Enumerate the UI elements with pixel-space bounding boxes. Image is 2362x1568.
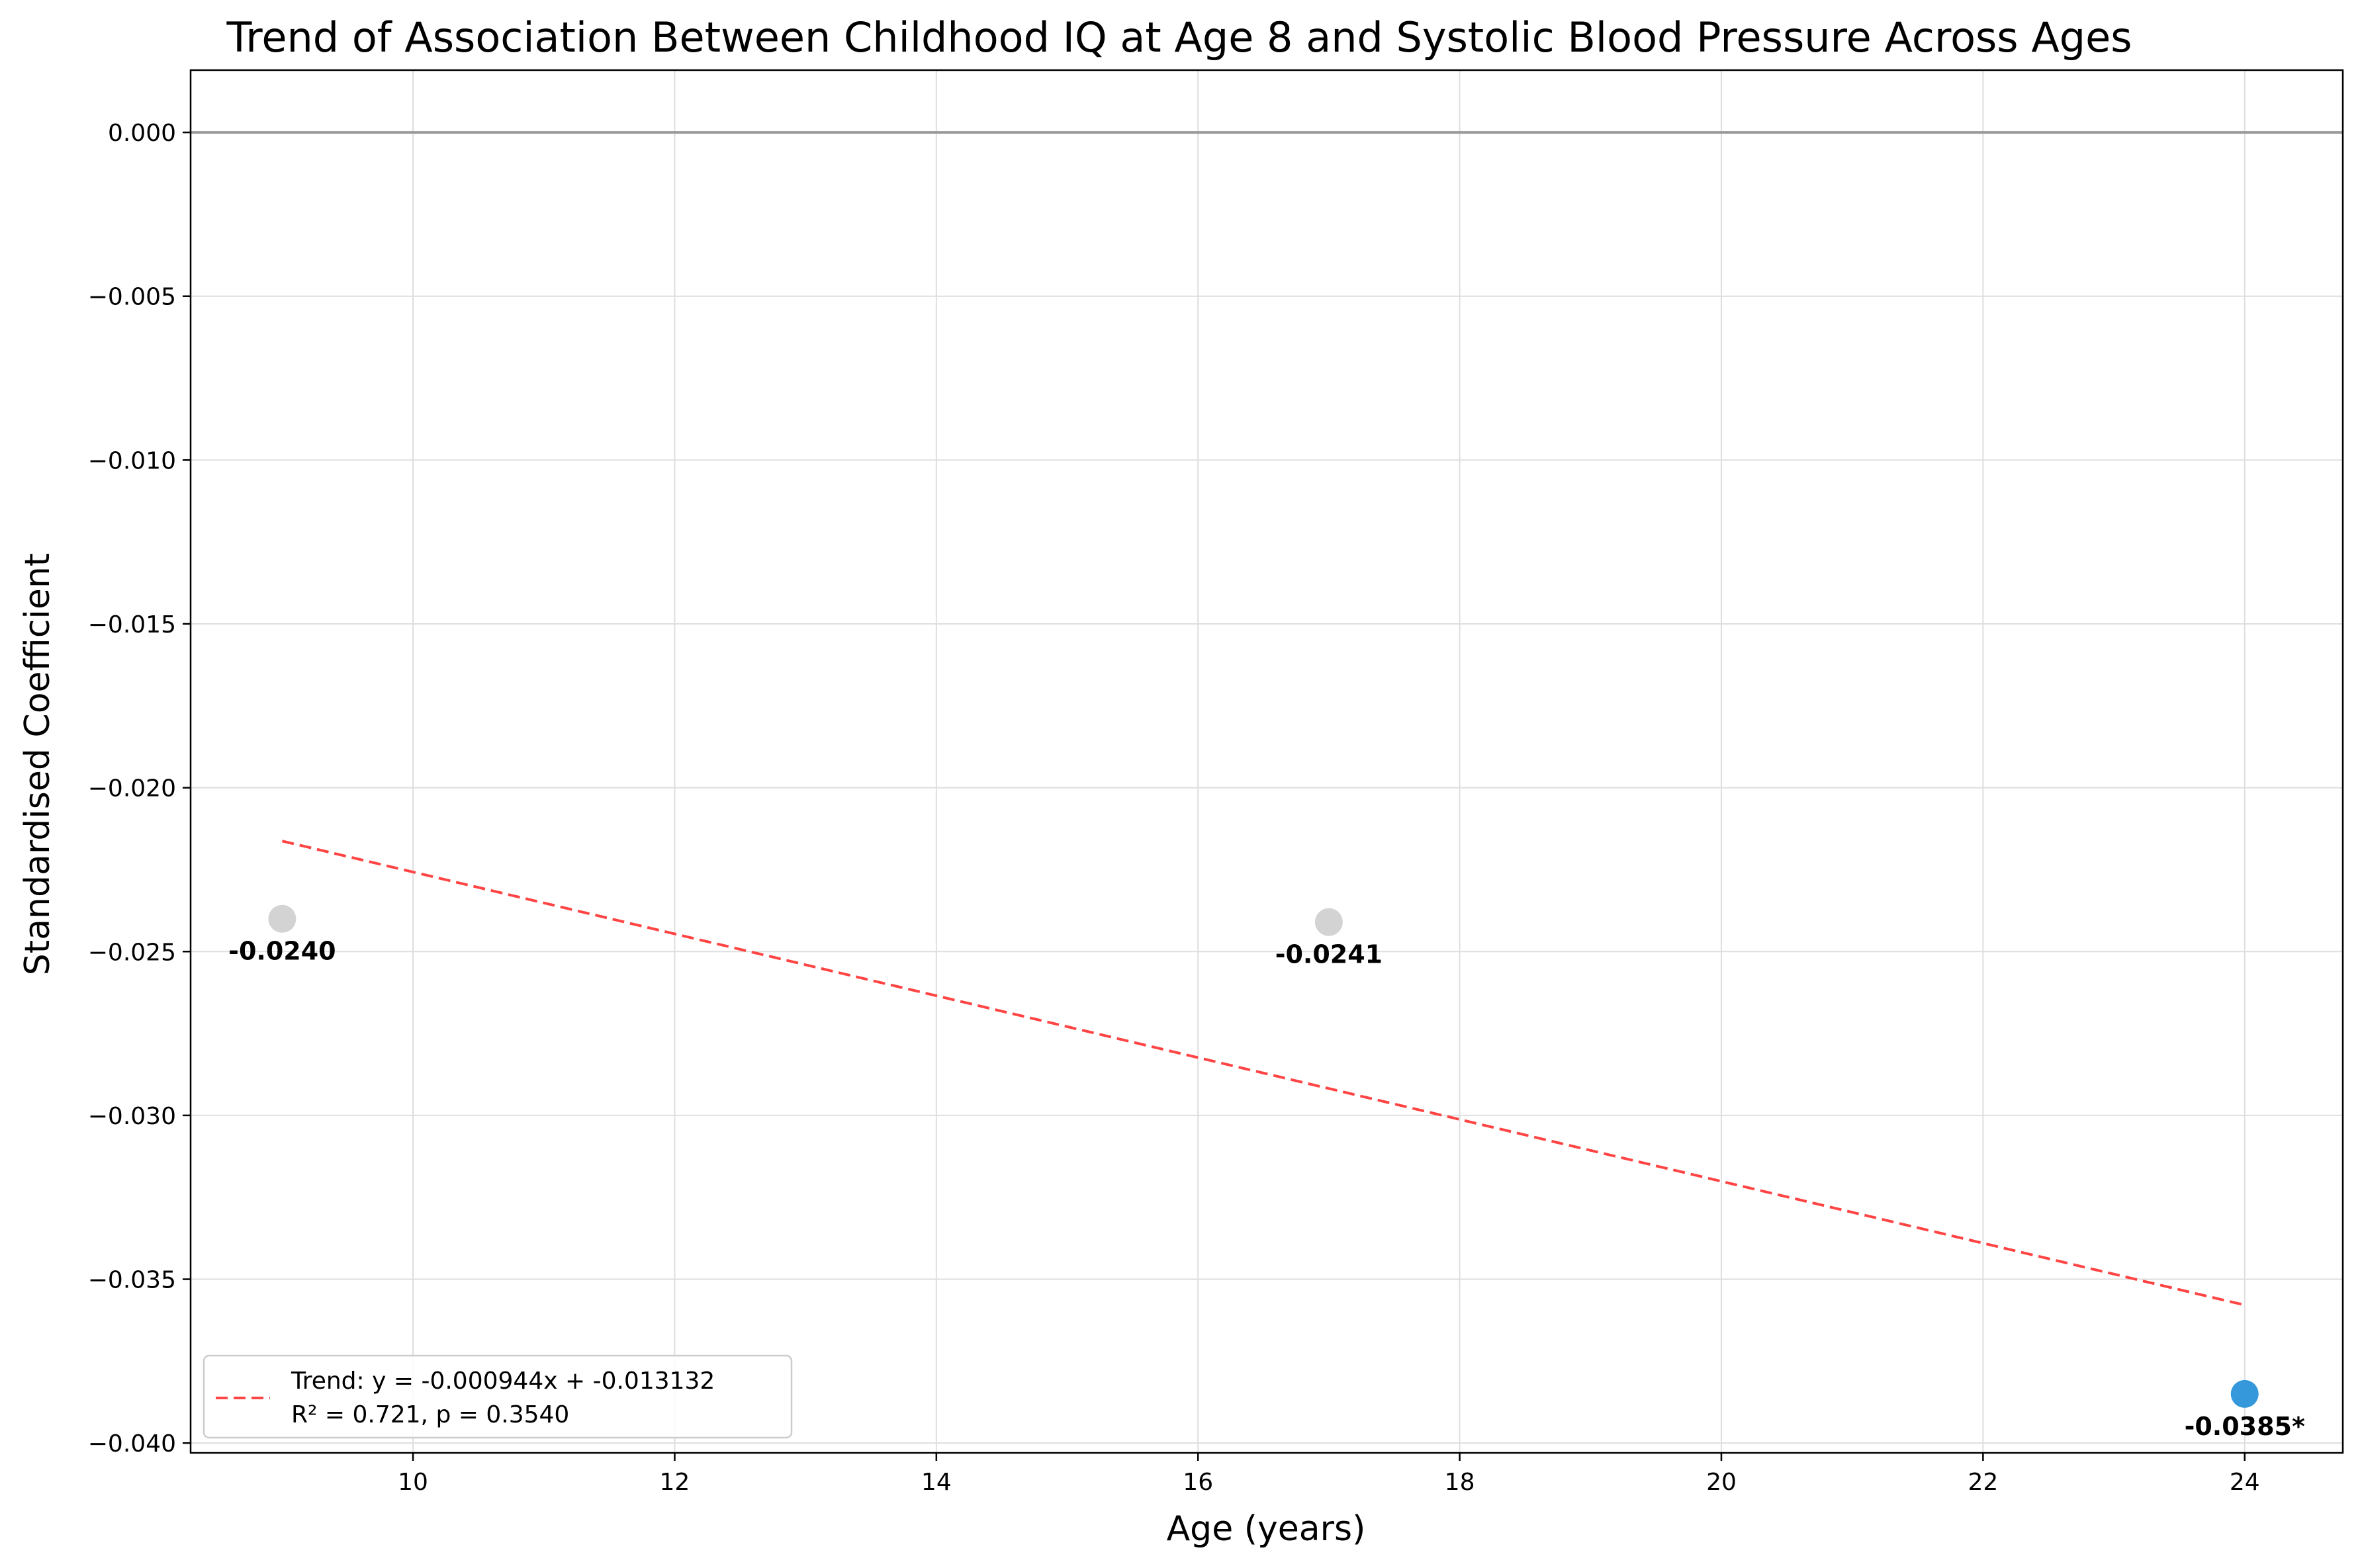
grid [191, 70, 2343, 1453]
legend: Trend: y = -0.000944x + -0.013132 R² = 0… [203, 1354, 793, 1439]
x-axis-ticks: 10 12 14 16 18 20 22 24 [398, 1453, 2260, 1496]
x-tick-label: 18 [1445, 1469, 1475, 1496]
data-point [268, 904, 296, 933]
data-labels: -0.0240 -0.0241 -0.0385* [228, 937, 2305, 1441]
x-tick-label: 16 [1183, 1469, 1213, 1496]
data-point [2230, 1379, 2259, 1408]
trend-line [281, 840, 2246, 1307]
plot-area-frame [189, 69, 2344, 1454]
legend-trend-stats: R² = 0.721, p = 0.3540 [291, 1401, 569, 1428]
data-points [268, 904, 2259, 1408]
x-tick-label: 24 [2230, 1469, 2260, 1496]
y-tick-label: −0.015 [88, 611, 176, 638]
y-tick-label: −0.040 [88, 1430, 176, 1458]
x-tick-label: 12 [660, 1469, 690, 1496]
y-tick-label: −0.025 [88, 939, 176, 966]
y-axis-ticks: 0.000 −0.005 −0.010 −0.015 −0.020 −0.025 −0.03… [88, 120, 191, 1458]
y-tick-label: −0.035 [88, 1267, 176, 1294]
legend-box [203, 1354, 793, 1439]
data-point [1314, 908, 1343, 936]
x-axis-label: Age (years) [1167, 1509, 1366, 1549]
x-tick-label: 20 [1706, 1469, 1737, 1496]
data-point-label: -0.0241 [1275, 940, 1383, 969]
chart-title: Trend of Association Between Childhood I… [226, 13, 2132, 62]
x-tick-label: 22 [1968, 1469, 1998, 1496]
y-tick-label: −0.005 [88, 284, 176, 311]
y-tick-label: −0.020 [88, 775, 176, 803]
data-point-label: -0.0240 [228, 937, 336, 966]
y-tick-label: −0.030 [88, 1103, 176, 1130]
y-axis-label: Standardised Coefficient [18, 553, 58, 975]
y-tick-label: −0.010 [88, 447, 176, 474]
x-tick-label: 14 [921, 1469, 952, 1496]
y-tick-label: 0.000 [108, 120, 176, 147]
data-point-label: -0.0385* [2185, 1412, 2305, 1441]
legend-trend-label: Trend: y = -0.000944x + -0.013132 [291, 1368, 715, 1395]
x-tick-label: 10 [398, 1469, 428, 1496]
